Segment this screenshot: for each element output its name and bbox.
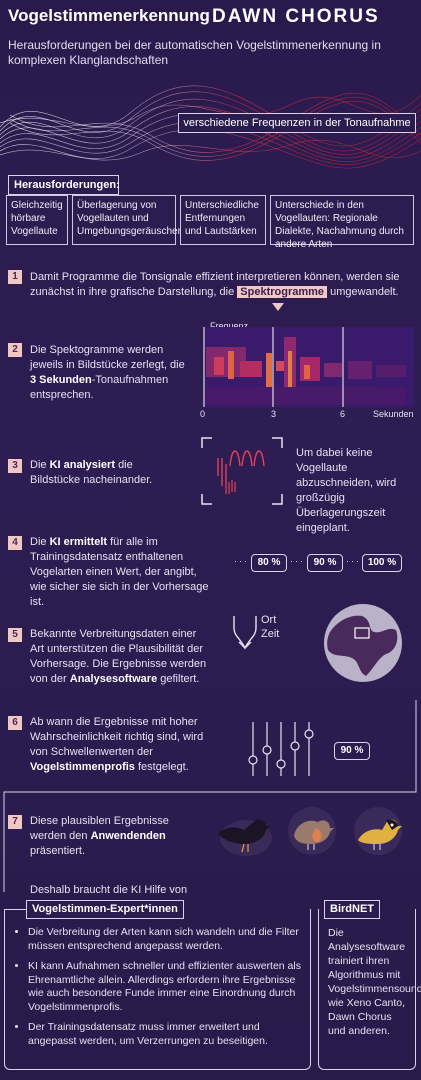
challenge-item: Unterschiedliche Entfernungen und Lautst…: [180, 195, 266, 245]
dots: ···: [234, 556, 249, 566]
highlight-spektrogramme: Spektrogramme: [237, 286, 328, 298]
spectrogram: [203, 327, 414, 407]
confidence-80: 80 %: [251, 554, 287, 572]
confidence-90: 90 %: [307, 554, 343, 572]
experts-label: Vogelstimmen-Expert*innen: [26, 900, 184, 919]
page-subtitle: Herausforderungen bei der automatischen …: [8, 38, 381, 67]
experts-box-top-left: [4, 909, 26, 910]
blackbird-icon: [218, 819, 272, 856]
challenge-item: Überlagerung von Vogellauten und Umgebun…: [72, 195, 183, 245]
great-tit-icon: [354, 807, 402, 855]
step-1-text: Damit Programme die Tonsignale effizient…: [30, 271, 400, 298]
step-5-text: Bekannte Verbreitungsdaten einer Art unt…: [30, 628, 207, 685]
spectrogram-unit: Sekunden: [373, 409, 414, 419]
step-6-text: Ab wann die Ergebnisse mit hoher Wahrsch…: [30, 716, 204, 773]
robin-icon: [288, 807, 336, 855]
spectrogram-tick: 3: [271, 409, 277, 419]
pointer-arrow-icon: [272, 303, 284, 311]
birdnet-label: BirdNET: [324, 900, 380, 919]
step-number: 3: [8, 459, 22, 473]
dots: ···: [290, 556, 305, 566]
challenge-item: Gleichzeitig hörbare Vogellaute: [6, 195, 68, 245]
step-3-text: Die KI analysiert die Bildstücke nachein…: [30, 459, 153, 486]
list-item: Der Trainingsdatensatz muss immer erweit…: [28, 1021, 304, 1048]
filter-place: Ort: [261, 614, 277, 626]
birdnet-box: [318, 909, 416, 1070]
step-number: 4: [8, 536, 22, 550]
spectrogram-tick: 6: [340, 409, 346, 419]
confidence-100: 100 %: [362, 554, 402, 572]
step-2-text: Die Spektogramme werden jeweils in Bilds…: [30, 344, 185, 401]
page-title: Vogelstimmenerkennung: [8, 6, 210, 25]
experts-list: Die Verbreitung der Arten kann sich wand…: [14, 926, 304, 1055]
step-number: 7: [8, 815, 22, 829]
brand-logo: DAWN CHORUS: [212, 6, 380, 27]
experts-box: [4, 909, 311, 1070]
step-7-text: Diese plausiblen Ergebnisse werden den A…: [30, 815, 169, 857]
spectrogram-axis-label: Frequenz: [210, 321, 249, 331]
step-number: 6: [8, 716, 22, 730]
dots: ···: [346, 556, 361, 566]
step-number: 2: [8, 343, 22, 357]
challenge-item: Unterschiede in den Vogellauten: Regiona…: [270, 195, 414, 250]
ai-scan-frame-icon: [201, 437, 283, 505]
spectrogram-tick: 0: [200, 409, 206, 419]
list-item: Die Verbreitung der Arten kann sich wand…: [28, 926, 304, 953]
challenges-heading: Herausforderungen:: [8, 175, 120, 195]
threshold-sliders-icon: [248, 722, 314, 776]
conclusion-intro: Deshalb braucht die KI Hilfe von: [30, 884, 188, 896]
connector-lines: [3, 700, 417, 892]
threshold-badge: 90 %: [334, 742, 370, 760]
frequency-label: verschiedene Frequenzen in der Tonaufnah…: [178, 113, 416, 133]
list-item: KI kann Aufnahmen schneller und effizien…: [28, 960, 304, 1014]
step-4-text: Die KI ermittelt für alle im Trainingsda…: [30, 536, 209, 608]
step-number: 5: [8, 628, 22, 642]
step-number: 1: [8, 270, 22, 284]
overlap-note: Um dabei keine Vogellaute abzuschneiden,…: [296, 447, 397, 534]
globe-icon: [324, 604, 402, 682]
funnel-arrow-icon: [233, 616, 257, 650]
birdnet-text: Die Analysesoftware trainiert ihren Algo…: [328, 927, 421, 1037]
filter-time: Zeit: [261, 628, 280, 640]
